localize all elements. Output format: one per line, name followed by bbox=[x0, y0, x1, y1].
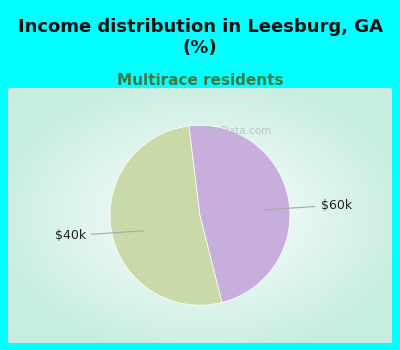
Wedge shape bbox=[110, 126, 222, 305]
Text: $40k: $40k bbox=[55, 229, 144, 242]
Text: City-Data.com: City-Data.com bbox=[190, 126, 271, 136]
Text: Multirace residents: Multirace residents bbox=[117, 72, 283, 88]
Text: Income distribution in Leesburg, GA
(%): Income distribution in Leesburg, GA (%) bbox=[18, 18, 382, 57]
Wedge shape bbox=[189, 125, 290, 302]
Text: $60k: $60k bbox=[264, 198, 352, 211]
